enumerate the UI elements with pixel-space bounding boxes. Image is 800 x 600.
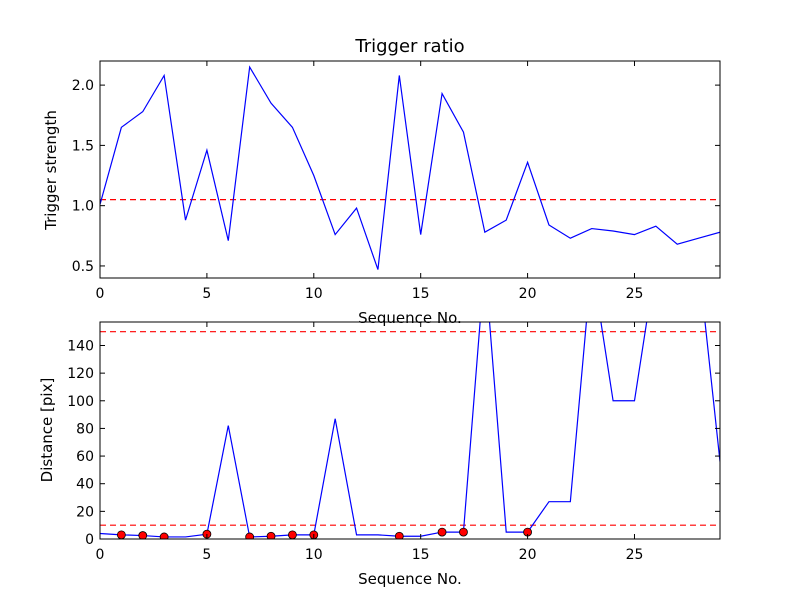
y-tick-label: 2.0 [72,78,94,94]
y-tick-label: 40 [76,477,94,493]
y-tick-label: 140 [67,338,94,354]
series-line [100,65,720,270]
distance-chart: 0 5 10 15 20 25 0 20 40 60 80 100 120 140 Sequence No… [38,321,721,588]
y-tick-label: 1.5 [72,138,94,154]
y-tick-label: 60 [76,449,94,465]
data-point-marker [116,530,126,539]
data-point-marker [245,532,255,539]
x-axis-label-bottom: Sequence No. [358,570,462,588]
x-tick-label: 0 [96,286,105,302]
x-tick-label: 10 [305,286,323,302]
ticks-bottom: 0 5 10 15 20 25 0 20 40 60 80 100 120 140 [67,322,720,563]
y-tick-label: 0.5 [72,259,94,275]
x-tick-label: 10 [305,547,323,563]
y-tick-label: 80 [76,421,94,437]
data-point-marker [437,527,447,537]
x-tick-label: 25 [626,547,644,563]
chart-title: Trigger ratio [354,36,464,57]
x-tick-label: 5 [202,286,211,302]
x-tick-label: 0 [96,547,105,563]
x-tick-label: 25 [626,286,644,302]
data-point-marker [159,532,169,539]
y-tick-label: 20 [76,504,94,520]
x-tick-label: 20 [519,286,537,302]
y-tick-label: 100 [67,394,94,410]
x-axis-label-top: Sequence No. [358,309,462,327]
y-axis-label-top: Trigger strength [42,110,60,231]
plot-area-bottom [100,322,720,539]
y-tick-label: 0 [85,532,94,548]
y-tick-label: 120 [67,366,94,382]
x-tick-label: 15 [412,286,430,302]
y-axis-label-bottom: Distance [pix] [38,378,56,483]
axes-frame-top [99,60,721,279]
x-tick-label: 15 [412,547,430,563]
data-point-marker [394,531,404,539]
trigger-ratio-chart: Trigger ratio 0 5 10 15 20 25 0.5 1.0 1.5 2.0 Seq… [42,36,721,327]
y-tick-label: 1.0 [72,199,94,215]
ticks-top: 0 5 10 15 20 25 0.5 1.0 1.5 2.0 [72,61,720,302]
x-tick-label: 20 [519,547,537,563]
data-point-marker [138,531,148,539]
data-point-marker [459,527,468,537]
data-point-marker [266,531,276,539]
x-tick-label: 5 [202,547,211,563]
data-point-marker [288,530,297,539]
plot-area-top [100,65,720,270]
axes-frame-bottom [99,321,721,540]
